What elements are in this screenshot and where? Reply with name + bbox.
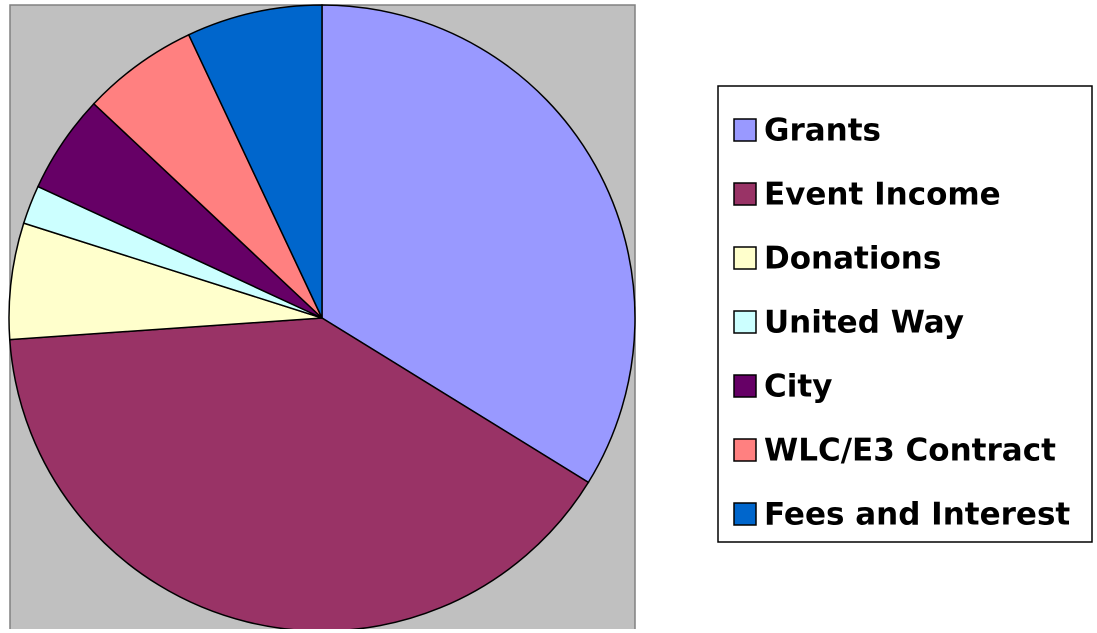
pie-slice (187, 4, 323, 319)
legend-label: United Way (764, 305, 964, 341)
legend-swatch (733, 438, 757, 462)
legend-swatch (733, 182, 757, 206)
legend-swatch (733, 502, 757, 526)
pie-slice (321, 4, 636, 484)
legend-swatch (733, 246, 757, 270)
legend-swatch (733, 374, 757, 398)
legend-label: Donations (764, 241, 941, 277)
legend-box (717, 85, 1093, 543)
pie-slice (8, 317, 590, 632)
legend-label: Grants (764, 113, 881, 149)
legend-label: City (764, 369, 832, 405)
legend-label: WLC/E3 Contract (764, 433, 1056, 469)
legend-swatch (733, 310, 757, 334)
pie-slice (92, 33, 323, 319)
pie-slice (8, 222, 323, 341)
legend-label: Fees and Interest (764, 497, 1070, 533)
legend-swatch (733, 118, 757, 142)
legend-label: Event Income (764, 177, 1001, 213)
